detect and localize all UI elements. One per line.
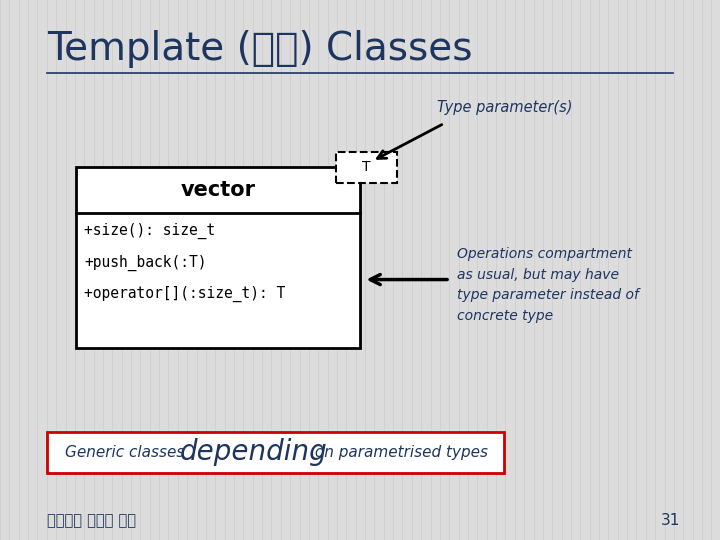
Text: Template (樣板) Classes: Template (樣板) Classes [47,30,472,68]
Text: 交大資工 蔡文能 計概: 交大資工 蔡文能 計概 [47,513,136,528]
Text: +size(): size_t: +size(): size_t [84,223,215,239]
Text: T: T [362,160,370,174]
Text: on parametrised types: on parametrised types [310,445,487,460]
Bar [47,432,504,472]
Text: +operator[](:size_t): T: +operator[](:size_t): T [84,286,286,302]
Bar [336,152,397,183]
Text: +push_back(:T): +push_back(:T) [84,254,207,271]
Text: Generic classes: Generic classes [65,445,189,460]
Text: depending: depending [180,438,328,466]
Text: vector: vector [180,180,256,200]
Text: Operations compartment
as usual, but may have
type parameter instead of
concrete: Operations compartment as usual, but may… [457,247,639,323]
Bar [76,167,360,348]
Text: 31: 31 [661,513,680,528]
Text: Type parameter(s): Type parameter(s) [437,100,572,115]
